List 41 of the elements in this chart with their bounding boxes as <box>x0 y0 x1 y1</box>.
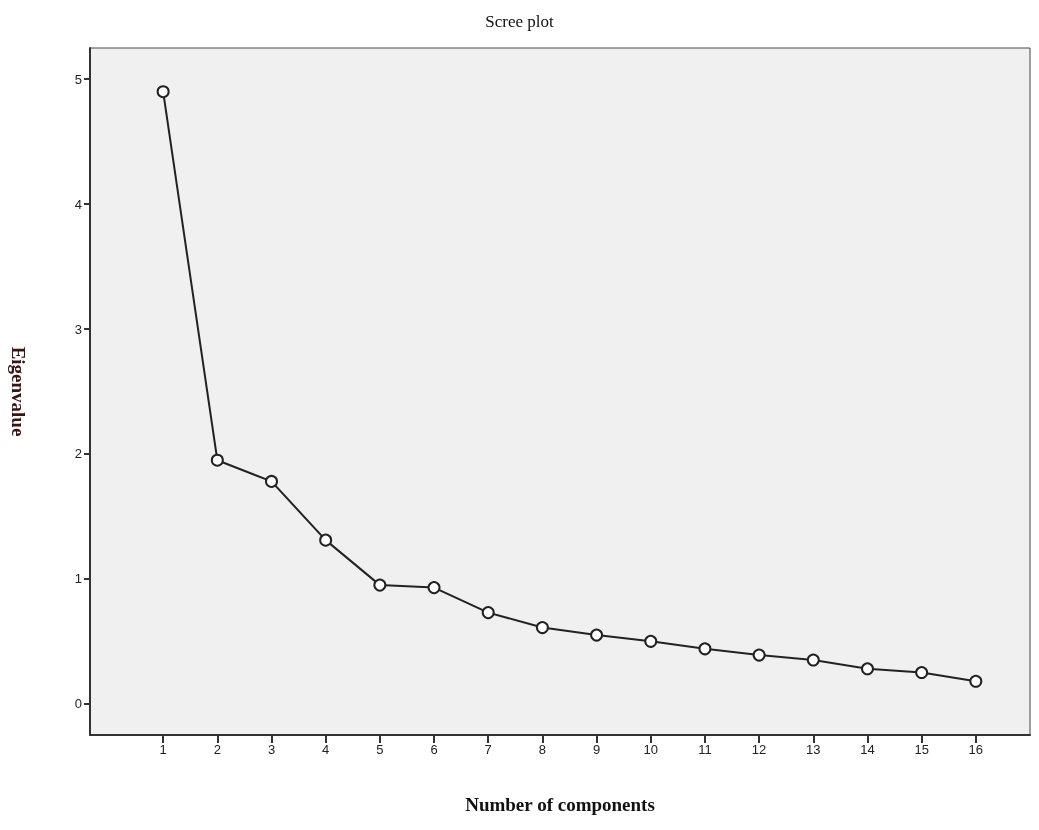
x-tick-label: 4 <box>322 742 330 757</box>
point <box>915 666 929 680</box>
y-tick-label: 5 <box>74 71 82 87</box>
x-tick-label: 2 <box>213 742 221 757</box>
point <box>481 606 495 620</box>
point <box>698 642 712 656</box>
x-tick-label: 11 <box>698 742 712 757</box>
y-tick-label: 4 <box>74 196 82 212</box>
point <box>156 85 170 99</box>
x-tick-label: 3 <box>267 742 276 757</box>
point <box>373 578 387 592</box>
x-tick-label: 16 <box>968 742 984 757</box>
y-tick-label: 0 <box>74 696 82 712</box>
point <box>969 674 983 688</box>
x-tick-label: 10 <box>643 742 658 757</box>
x-tick-label: 5 <box>376 742 384 757</box>
point <box>590 628 604 642</box>
y-axis-title: Eigenvalue <box>8 346 29 437</box>
point <box>644 634 658 648</box>
point <box>427 581 441 595</box>
x-tick-label: 6 <box>430 742 438 757</box>
point <box>535 621 549 635</box>
x-tick-label: 7 <box>484 742 492 757</box>
x-tick-label: 8 <box>538 742 547 757</box>
x-tick-label: 15 <box>914 742 929 757</box>
x-tick-label: 9 <box>592 742 601 757</box>
point <box>265 474 278 488</box>
x-tick-label: 13 <box>806 742 821 757</box>
x-tick-label: 14 <box>860 742 875 757</box>
point <box>860 662 874 676</box>
point <box>752 648 766 662</box>
x-tick-label: 1 <box>159 742 167 757</box>
y-tick-label: 3 <box>74 321 82 337</box>
x-tick-label: 12 <box>751 742 767 757</box>
chart-title: Scree plot <box>485 12 554 31</box>
point <box>210 453 224 467</box>
x-axis-title: Number of components <box>465 794 655 815</box>
y-tick-label: 1 <box>74 571 82 587</box>
y-tick-label: 2 <box>74 446 82 462</box>
point <box>806 653 820 667</box>
point <box>319 533 333 547</box>
